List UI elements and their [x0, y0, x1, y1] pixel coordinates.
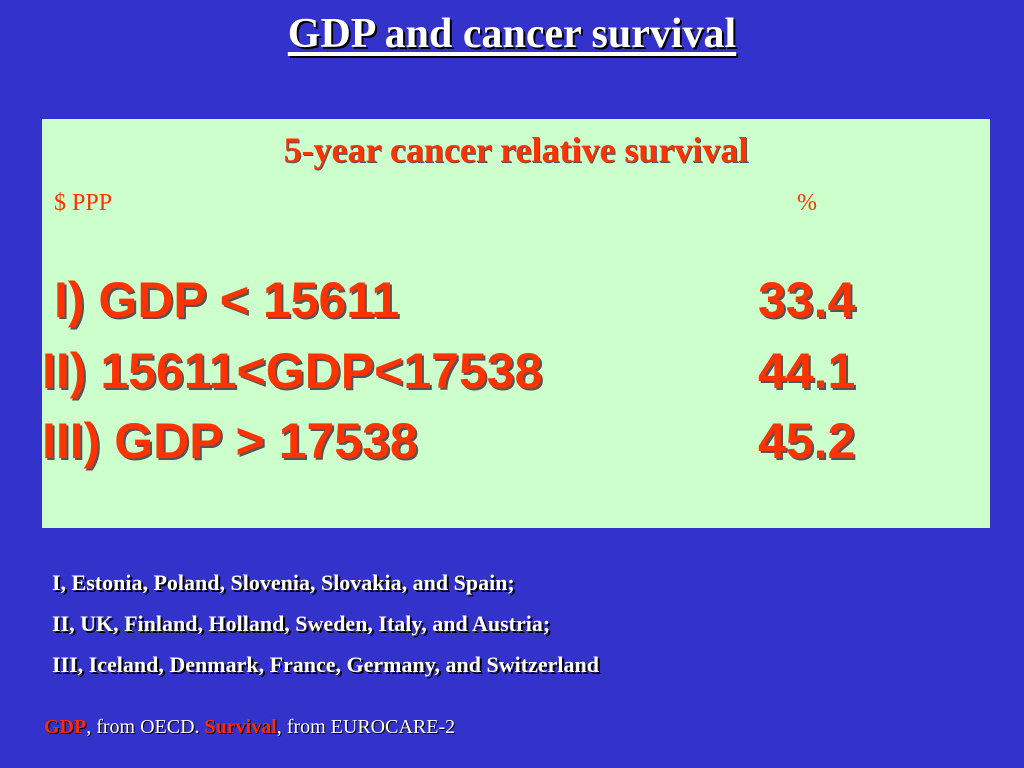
- slide-title: GDP and cancer survival: [287, 11, 737, 57]
- panel-heading: 5-year cancer relative survival: [283, 130, 749, 170]
- gdp-source-text: , from OECD.: [86, 716, 205, 738]
- country-groups-notes: I, Estonia, Poland, Slovenia, Slovakia, …: [52, 568, 1002, 691]
- table-row: III) GDP > 17538 45.2: [42, 412, 990, 482]
- survival-unit-label: %: [797, 190, 817, 216]
- table-row: II) 15611<GDP<17538 44.1: [42, 342, 990, 412]
- gdp-group-label: II) 15611<GDP<17538: [42, 343, 543, 399]
- source-citation: GDP, from OECD. Survival, from EUROCARE-…: [44, 716, 455, 739]
- survival-table-panel: 5-year cancer relative survival $ PPP % …: [42, 119, 990, 528]
- survival-value: 44.1: [758, 343, 856, 399]
- survival-value: 33.4: [758, 272, 856, 328]
- list-item: I, Estonia, Poland, Slovenia, Slovakia, …: [52, 570, 515, 595]
- survival-source-text: , from EUROCARE-2: [276, 716, 456, 738]
- survival-value: 45.2: [758, 413, 856, 469]
- gdp-group-label: III) GDP > 17538: [42, 413, 418, 469]
- gdp-group-label: I) GDP < 15611: [54, 272, 400, 328]
- gdp-source-label: GDP: [44, 716, 87, 738]
- table-row: I) GDP < 15611 33.4: [42, 271, 990, 341]
- gdp-unit-label: $ PPP: [54, 190, 113, 216]
- list-item: II, UK, Finland, Holland, Sweden, Italy,…: [52, 611, 551, 636]
- list-item: III, Iceland, Denmark, France, Germany, …: [52, 652, 599, 677]
- survival-source-label: Survival: [204, 716, 277, 738]
